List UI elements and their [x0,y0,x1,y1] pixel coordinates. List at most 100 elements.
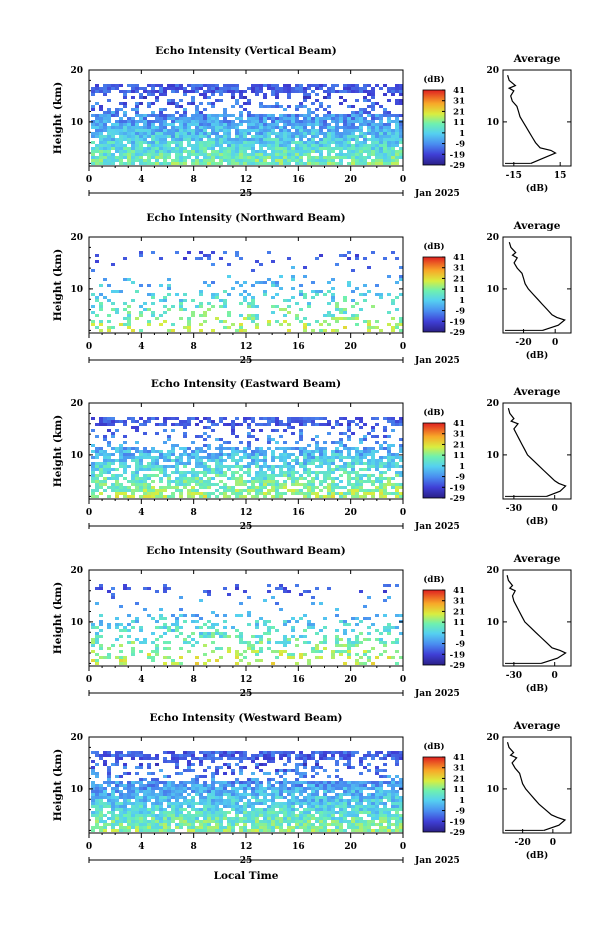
colorbar-tick-label: 1 [459,462,465,472]
colorbar-tick-label: -29 [450,494,465,504]
profile-x-tick-label: 0 [552,504,558,514]
profile-y-tick-label: 10 [486,618,499,628]
profile-title: Average [513,553,561,565]
profile-x-label: (dB) [526,183,548,194]
colorbar-tick-label: -19 [450,150,465,160]
colorbar-tick-label: -29 [450,161,465,171]
colorbar-tick-label: -29 [450,661,465,671]
colorbar-tick-label: 1 [459,296,465,306]
profile-x-tick-label: -20 [515,838,531,848]
y-tick-label: 20 [70,66,83,76]
profile-x-tick-label: 0 [552,671,558,681]
profile-x-tick-label: 15 [554,171,567,181]
profile-frame [502,569,572,667]
colorbar-tick-label: 11 [453,285,465,295]
colorbar-tick-label: -9 [456,807,466,817]
y-tick-label: 10 [70,618,83,628]
profile-title: Average [513,53,561,65]
x-tick-label: 0 [86,675,92,685]
panel-title: Echo Intensity (Northward Beam) [146,212,345,224]
profile-title: Average [513,386,561,398]
profile-y-tick-label: 20 [486,66,499,76]
x-tick-label: 4 [138,508,144,518]
colorbar-tick-label: 41 [453,753,465,763]
y-tick-label: 10 [70,118,83,128]
profile-title: Average [513,720,561,732]
month-label: Jan 2025 [414,356,460,366]
colorbar-tick-label: 11 [453,118,465,128]
profile-frame [502,402,572,500]
profile-y-tick-label: 10 [486,285,499,295]
x-tick-label: 0 [400,842,406,852]
panel-title: Echo Intensity (Eastward Beam) [151,378,341,390]
colorbar [422,589,446,666]
month-label: Jan 2025 [414,189,460,199]
profile-x-tick-label: 0 [552,338,558,348]
y-tick-label: 20 [70,399,83,409]
profile-title: Average [513,220,561,232]
x-tick-label: 8 [191,842,197,852]
profile-x-tick-label: -20 [515,338,531,348]
profile-y-tick-label: 20 [486,733,499,743]
y-tick-label: 20 [70,566,83,576]
profile-line [506,742,567,831]
y-tick-label: 20 [70,233,83,243]
colorbar-tick-label: -9 [456,307,466,317]
date-label: 25 [240,189,253,199]
colorbar-tick-label: 1 [459,129,465,139]
profile-y-tick-label: 10 [486,785,499,795]
y-axis-label: Height (km) [52,749,64,821]
profile-x-tick-label: -30 [506,671,522,681]
date-label: 25 [240,356,253,366]
colorbar [422,422,446,499]
colorbar-tick-label: 21 [453,107,465,117]
month-label: Jan 2025 [414,856,460,866]
colorbar-tick-label: 31 [453,597,465,607]
x-tick-label: 4 [138,675,144,685]
colorbar-tick-label: 31 [453,97,465,107]
colorbar-tick-label: -19 [450,317,465,327]
profile-frame [502,236,572,334]
profile-x-tick-label: 0 [550,838,556,848]
colorbar-tick-label: 21 [453,440,465,450]
colorbar-tick-label: 41 [453,586,465,596]
x-tick-label: 16 [292,175,305,185]
colorbar-tick-label: 1 [459,629,465,639]
heatmap-field [91,417,403,498]
colorbar-tick-label: -29 [450,328,465,338]
profile-line [507,75,557,164]
x-tick-label: 12 [240,842,253,852]
x-tick-label: 0 [86,342,92,352]
profile-x-label: (dB) [526,683,548,694]
y-tick-label: 20 [70,733,83,743]
x-tick-label: 20 [344,342,357,352]
colorbar-tick-label: 31 [453,764,465,774]
profile-line [508,242,566,331]
date-label: 25 [240,856,253,866]
date-label: 25 [240,522,253,532]
colorbar-tick-label: 31 [453,430,465,440]
profile-x-tick-label: -15 [506,171,522,181]
colorbar-unit: (dB) [423,241,444,252]
profile-line [506,575,567,664]
colorbar-tick-label: 41 [453,86,465,96]
profile-y-tick-label: 10 [486,451,499,461]
colorbar-tick-label: -9 [456,640,466,650]
colorbar-tick-label: 11 [453,618,465,628]
colorbar-unit: (dB) [423,407,444,418]
colorbar-unit: (dB) [423,574,444,585]
colorbar-tick-label: -29 [450,828,465,838]
colorbar-unit: (dB) [423,741,444,752]
y-tick-label: 10 [70,451,83,461]
panel-1: Echo Intensity (Northward Beam)2010Heigh… [52,212,572,366]
heatmap-field [91,251,403,332]
x-tick-label: 16 [292,675,305,685]
profile-frame [502,736,572,834]
colorbar-tick-label: 11 [453,785,465,795]
colorbar-tick-label: 11 [453,451,465,461]
profile-frame [502,69,572,167]
x-tick-label: 4 [138,342,144,352]
x-tick-label: 8 [191,675,197,685]
panel-title: Echo Intensity (Vertical Beam) [155,45,336,57]
